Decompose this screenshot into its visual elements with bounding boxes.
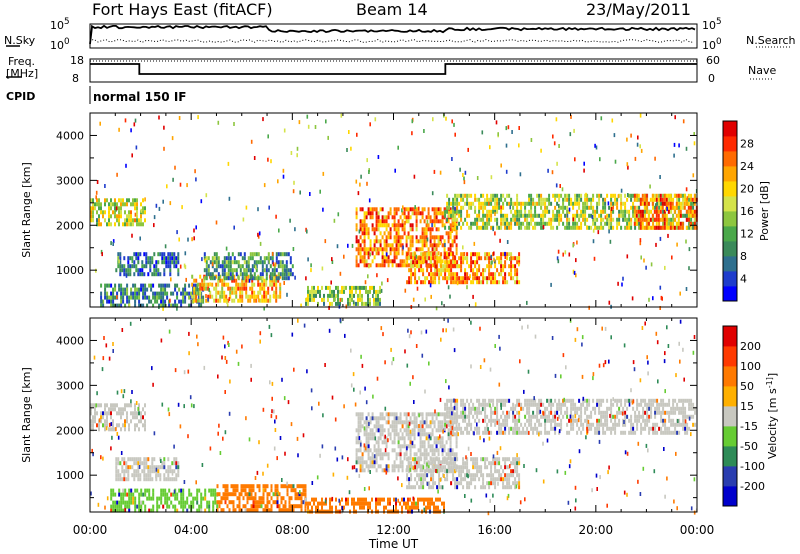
nave-tick-top: 60 [706, 54, 720, 67]
power-band-0 [90, 198, 146, 227]
velocity-band-6 [406, 457, 521, 490]
radar-title: Fort Hays East (fitACF) [92, 0, 273, 19]
velocity-band-7 [444, 398, 697, 435]
freq-tick-top: 18 [70, 54, 84, 67]
x-axis-label: Time UT [368, 537, 419, 551]
power-colorbar-seg-5 [723, 211, 737, 227]
power-colorbar-label: Power [dB] [758, 181, 771, 241]
velocity-colorbar-seg-6 [723, 366, 737, 387]
noise-tick-right-top: 105 [702, 17, 722, 32]
velocity-panel: 1000 2000 3000 4000 Slant Range [km] 200 100 50… [20, 317, 780, 516]
date-title: 23/May/2011 [586, 0, 691, 19]
power-band-2 [115, 252, 180, 277]
beam-title: Beam 14 [356, 0, 428, 19]
power-ytick-3: 4000 [56, 129, 84, 142]
power-colorbar-tick-4: 12 [740, 228, 754, 241]
freq-label-line1: Freq. [8, 55, 36, 68]
velocity-colorbar-seg-7 [723, 346, 737, 367]
freq-tick-bottom: 8 [72, 72, 79, 85]
power-colorbar-seg-11 [723, 121, 737, 137]
noise-tick-right-bottom: 100 [702, 37, 722, 52]
power-band-7 [406, 252, 521, 285]
velocity-band-2 [110, 488, 219, 513]
velocity-colorbar-tick-0: 200 [740, 340, 761, 353]
velocity-colorbar-frame [722, 325, 738, 507]
cpid-value: normal 150 IF [93, 90, 187, 104]
x-tick-label-5: 20:00 [579, 523, 614, 537]
velocity-colorbar-tick-5: -50 [740, 440, 758, 453]
power-colorbar-seg-8 [723, 166, 737, 182]
power-band-8 [444, 193, 697, 230]
velocity-colorbar-tick-1: 100 [740, 360, 761, 373]
velocity-colorbar-seg-4 [723, 406, 737, 427]
power-colorbar-tick-1: 24 [740, 160, 754, 173]
power-band-3 [191, 274, 282, 303]
nsky-trace [89, 24, 696, 45]
power-colorbar-tick-5: 8 [740, 250, 747, 263]
freq-label-line2: [MHz] [6, 67, 39, 80]
x-tick-label-1: 04:00 [174, 523, 209, 537]
velocity-band-3 [216, 484, 307, 513]
x-tick-label-4: 16:00 [477, 523, 512, 537]
nave-tick-bottom: 0 [708, 72, 715, 85]
power-colorbar-seg-10 [723, 136, 737, 152]
velocity-colorbar-tick-4: -15 [740, 420, 758, 433]
velocity-ytick-1: 2000 [56, 424, 84, 437]
velocity-ytick-3: 4000 [56, 334, 84, 347]
nsearch-trace [89, 38, 695, 44]
power-panel: 1000 2000 3000 4000 Slant Range [km] 28 24 20 16… [20, 112, 771, 311]
velocity-colorbar-seg-3 [723, 426, 737, 447]
power-colorbar-seg-3 [723, 241, 737, 257]
velocity-speckles [90, 318, 698, 516]
power-colorbar-seg-9 [723, 151, 737, 167]
velocity-band-1 [115, 457, 180, 482]
power-band-9 [633, 193, 698, 230]
power-colorbar-tick-6: 4 [740, 273, 747, 286]
velocity-ytick-0: 1000 [56, 469, 84, 482]
velocity-colorbar-seg-0 [723, 486, 737, 507]
freq-trace [90, 63, 697, 75]
cpid-label: CPID [6, 90, 36, 103]
velocity-colorbar-label: Velocity [m s-1]] [765, 373, 780, 459]
velocity-colorbar-tick-6: -100 [740, 460, 765, 473]
power-ytick-2: 3000 [56, 174, 84, 187]
nsearch-label: N.Search [746, 34, 796, 47]
x-tick-label-3: 12:00 [376, 523, 411, 537]
velocity-ytick-2: 3000 [56, 379, 84, 392]
nave-label: Nave [748, 64, 777, 77]
velocity-colorbar-tick-3: 15 [740, 400, 754, 413]
power-colorbar-seg-6 [723, 196, 737, 212]
freq-panel-frame [89, 58, 698, 83]
velocity-colorbar-seg-1 [723, 466, 737, 487]
power-colorbar-seg-2 [723, 256, 737, 272]
noise-tick-left-top: 105 [50, 17, 70, 32]
power-band-5 [305, 285, 381, 306]
velocity-colorbar-seg-8 [723, 326, 737, 347]
power-colorbar-tick-2: 20 [740, 183, 754, 196]
power-colorbar-tick-3: 16 [740, 205, 754, 218]
noise-tick-left-bottom: 100 [50, 37, 70, 52]
power-colorbar-tick-0: 28 [740, 138, 754, 151]
power-colorbar-seg-7 [723, 181, 737, 197]
x-tick-label-0: 00:00 [73, 523, 108, 537]
velocity-ylabel: Slant Range [km] [20, 367, 33, 463]
power-ytick-1: 2000 [56, 219, 84, 232]
velocity-colorbar-seg-5 [723, 386, 737, 407]
power-colorbar-seg-4 [723, 226, 737, 242]
velocity-band-5 [355, 412, 458, 473]
velocity-colorbar-tick-7: -200 [740, 480, 765, 493]
power-colorbar-seg-0 [723, 286, 737, 302]
power-colorbar-frame [722, 120, 738, 302]
x-tick-label-2: 08:00 [275, 523, 310, 537]
velocity-colorbar-tick-2: 50 [740, 380, 754, 393]
nsky-label: N.Sky [4, 34, 36, 47]
power-ytick-0: 1000 [56, 264, 84, 277]
x-tick-label-6: 00:00 [680, 523, 715, 537]
power-ylabel: Slant Range [km] [20, 162, 33, 258]
power-colorbar-seg-1 [723, 271, 737, 287]
velocity-colorbar-seg-2 [723, 446, 737, 467]
